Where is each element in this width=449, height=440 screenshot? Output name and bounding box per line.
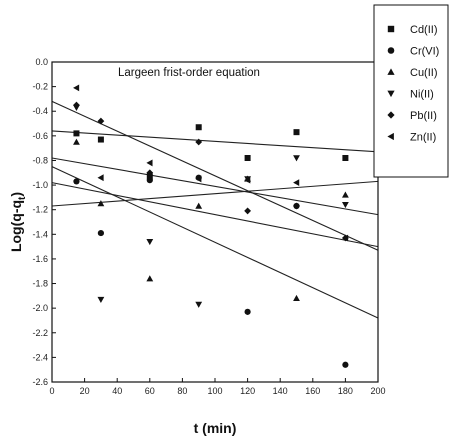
- point-zn-ii: [146, 159, 153, 167]
- point-pb-ii: [73, 101, 80, 109]
- legend-label-pb-ii: Pb(II): [410, 110, 437, 122]
- y-axis-label: Log(q-qt): [8, 192, 28, 252]
- point-pb-ii: [195, 138, 203, 146]
- point-pb-ii: [146, 169, 154, 177]
- fit-line-cd-ii: [51, 130, 379, 153]
- y-tick-label: -1.4: [32, 229, 48, 239]
- point-ni-ii: [293, 155, 300, 162]
- y-tick-label: -0.4: [32, 106, 48, 116]
- legend-marker-cr-vi: [387, 47, 395, 54]
- point-cu-ii: [293, 294, 300, 302]
- legend: Cd(II) Cr(VI) Cu(II) Ni(II) Pb(II) Zn(II): [387, 24, 439, 144]
- x-tick-label: 0: [49, 386, 54, 396]
- point-cd-ii: [73, 130, 80, 137]
- point-cr-vi: [73, 178, 80, 185]
- legend-label-ni-ii: Ni(II): [410, 89, 434, 101]
- point-cd-ii: [195, 124, 202, 131]
- x-tick-label: 80: [177, 386, 187, 396]
- x-tick-label: 100: [207, 386, 222, 396]
- fit-line-cu-ii: [51, 180, 379, 207]
- point-zn-ii: [244, 176, 251, 184]
- x-tick-label: 140: [273, 386, 288, 396]
- x-tick-label: 40: [112, 386, 122, 396]
- point-ni-ii: [342, 202, 349, 209]
- y-tick-label: -2.2: [32, 328, 48, 338]
- point-zn-ii: [195, 175, 202, 183]
- point-cu-ii: [195, 202, 203, 209]
- legend-marker-cu-ii: [387, 68, 395, 75]
- point-cd-ii: [293, 129, 300, 136]
- point-cu-ii: [146, 275, 154, 282]
- point-cr-vi: [342, 361, 349, 368]
- y-tick-label: 0.0: [35, 57, 48, 67]
- fit-lines: [51, 100, 379, 319]
- y-tick-label: -1.8: [32, 279, 48, 289]
- y-axis-label-main: Log(q-q: [8, 200, 24, 252]
- point-cu-ii: [73, 138, 80, 145]
- y-tick-label: -1.2: [32, 205, 48, 215]
- y-tick-label: -2.6: [32, 377, 48, 387]
- legend-box: [373, 4, 449, 178]
- point-zn-ii: [342, 234, 349, 242]
- y-tick-label: -1.0: [32, 180, 48, 190]
- fit-line-ni-ii: [51, 157, 379, 216]
- fit-line-cr-vi: [51, 166, 379, 319]
- y-axis-label-subscript: t: [17, 196, 28, 200]
- x-tick-label: 20: [80, 386, 90, 396]
- x-tick-label: 120: [240, 386, 255, 396]
- legend-marker-cd-ii: [387, 25, 395, 33]
- data-points: [73, 84, 349, 368]
- plot-frame: [51, 61, 379, 383]
- point-cr-vi: [146, 177, 153, 184]
- point-ni-ii: [146, 238, 154, 246]
- chart-title: Largeen frist-order equation: [118, 67, 260, 79]
- x-axis-label: t (min): [194, 420, 237, 436]
- y-tick-label: -2.0: [32, 303, 48, 313]
- legend-marker-pb-ii: [387, 111, 395, 119]
- point-cd-ii: [342, 155, 349, 161]
- y-tick-label: -2.4: [32, 352, 48, 362]
- point-zn-ii: [97, 174, 104, 182]
- axis-ticks: 0 20 40 60 80 100 120 140 160 180 200 0.0 -0.2 -0.4 -0…: [32, 57, 385, 396]
- legend-label-cd-ii: Cd(II): [410, 24, 438, 36]
- legend-label-cr-vi: Cr(VI): [410, 46, 439, 58]
- point-cd-ii: [146, 173, 153, 180]
- point-ni-ii: [195, 301, 203, 308]
- point-zn-ii: [73, 84, 80, 92]
- y-tick-label: -0.6: [32, 131, 48, 141]
- point-pb-ii: [97, 117, 105, 125]
- point-cd-ii: [244, 155, 251, 161]
- legend-label-cu-ii: Cu(II): [410, 67, 438, 79]
- point-zn-ii: [293, 179, 300, 187]
- y-tick-label: -1.6: [32, 254, 48, 264]
- point-cd-ii: [97, 136, 104, 143]
- fit-line-pb-ii: [51, 100, 379, 251]
- point-cr-vi: [97, 229, 104, 237]
- fit-line-zn-ii: [51, 182, 379, 248]
- point-ni-ii: [97, 296, 105, 303]
- legend-label-zn-ii: Zn(II): [410, 132, 436, 144]
- legend-marker-ni-ii: [387, 90, 395, 98]
- point-cu-ii: [342, 191, 349, 198]
- point-pb-ii: [244, 207, 251, 215]
- point-cr-vi: [244, 308, 251, 315]
- x-tick-label: 160: [305, 386, 320, 396]
- x-tick-label: 180: [338, 386, 353, 396]
- x-tick-label: 200: [370, 386, 385, 396]
- point-pb-ii: [293, 202, 300, 210]
- y-axis-label-group: Log(q-qt): [8, 192, 28, 252]
- y-tick-label: -0.8: [32, 155, 48, 165]
- y-tick-label: -0.2: [32, 82, 48, 92]
- legend-marker-zn-ii: [387, 132, 394, 141]
- x-tick-label: 60: [145, 386, 155, 396]
- point-cu-ii: [97, 200, 105, 207]
